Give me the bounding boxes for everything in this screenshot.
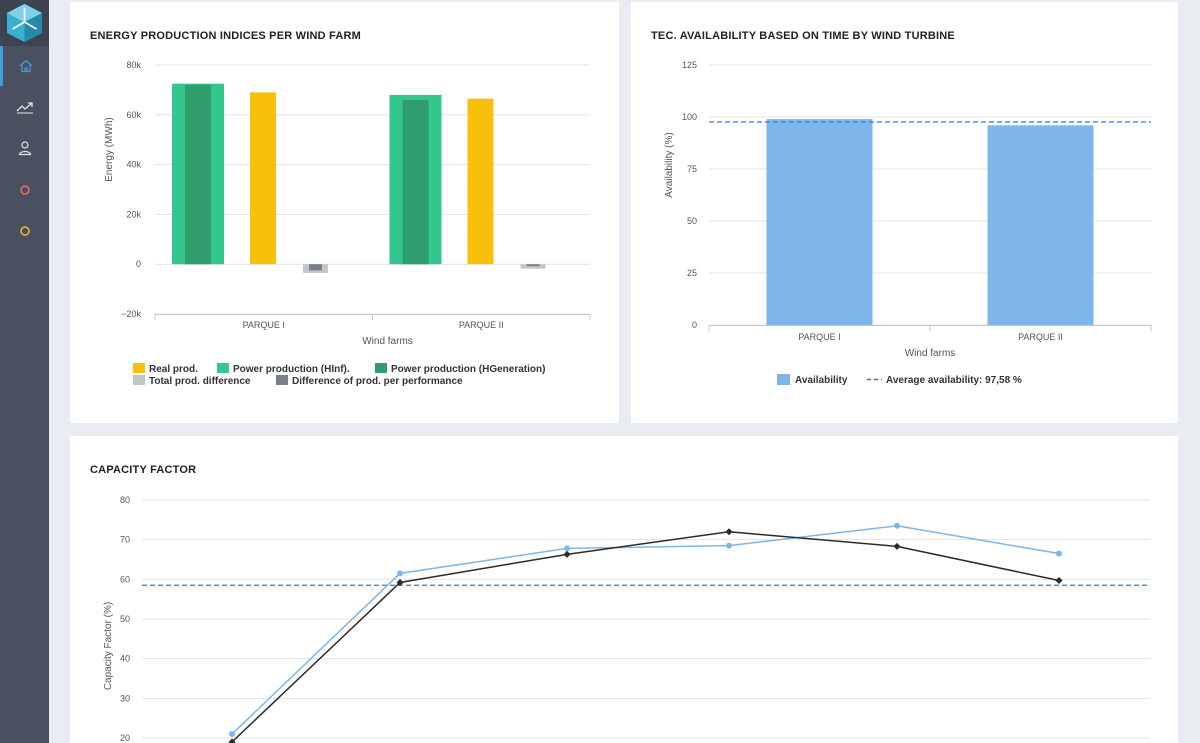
legend-swatch <box>777 374 790 385</box>
y-axis-label: Energy (MWh) <box>104 117 115 181</box>
bar-power-production-hgeneration- <box>185 84 211 265</box>
legend-label: Real prod. <box>149 364 198 375</box>
y-tick-label: 25 <box>687 268 697 278</box>
y-tick-label: 20 <box>120 733 130 743</box>
user-icon <box>18 141 31 156</box>
energy-chart-title: ENERGY PRODUCTION INDICES PER WIND FARM <box>90 30 362 42</box>
y-tick-label: 125 <box>682 60 697 70</box>
series-line <box>231 530 1060 743</box>
x-tick-label: PARQUE I <box>243 320 285 330</box>
y-tick-label: 0 <box>692 320 697 330</box>
bar-real-prod- <box>467 98 494 265</box>
bar-difference-of-prod-per-performance <box>526 264 540 267</box>
y-tick-label: −20k <box>121 309 141 319</box>
bar-availability <box>766 119 873 325</box>
availability-chart-title: TEC. AVAILABILITY BASED ON TIME BY WIND … <box>651 30 955 42</box>
legend-label: Average availability: 97,58 % <box>886 375 1022 386</box>
y-tick-label: 50 <box>687 216 697 226</box>
y-tick-label: 20k <box>126 209 141 219</box>
sidebar <box>0 0 49 743</box>
series-point <box>397 570 403 577</box>
bar-power-production-hgeneration- <box>402 99 429 265</box>
series-point <box>725 528 733 536</box>
y-tick-label: 60k <box>126 110 141 120</box>
y-tick-label: 75 <box>687 164 697 174</box>
series-point <box>564 545 570 552</box>
legend-swatch <box>375 363 387 373</box>
series-point <box>893 542 901 550</box>
capacity-chart-title: CAPACITY FACTOR <box>90 464 197 476</box>
capacity-factor-card: CAPACITY FACTOR 80 70 60 50 40 30 20 Capacity F… <box>70 436 1178 743</box>
legend-label: Availability <box>795 375 848 386</box>
energy-bar-chart: 80k 60k 40k 20k 0 −20k Energy (MWh) Wind farms P… <box>104 60 591 387</box>
x-tick-label: PARQUE I <box>798 332 840 342</box>
home-icon <box>19 59 33 73</box>
series-point <box>563 550 571 558</box>
y-tick-label: 80 <box>120 495 130 505</box>
legend-label: Power production (HGeneration) <box>391 364 545 375</box>
nav-item-home[interactable] <box>0 46 49 86</box>
series-point <box>894 522 900 529</box>
chart-trend-icon <box>16 102 33 114</box>
legend-label: Power production (HInf). <box>233 364 350 375</box>
y-tick-label: 40k <box>126 160 141 170</box>
legend-swatch <box>133 375 145 385</box>
nav-item-status-red[interactable] <box>0 170 49 210</box>
x-axis-label: Wind farms <box>362 336 413 347</box>
series-point <box>229 731 235 738</box>
x-tick-label: PARQUE II <box>1018 332 1063 342</box>
bar-total-prod-difference <box>520 264 546 269</box>
x-axis-label: Wind farms <box>905 348 956 359</box>
x-tick-label: PARQUE II <box>459 320 504 330</box>
y-tick-label: 0 <box>136 259 141 269</box>
nav-item-status-yellow[interactable] <box>0 211 49 251</box>
y-tick-label: 70 <box>120 535 130 545</box>
legend-swatch <box>133 363 145 373</box>
availability-card: TEC. AVAILABILITY BASED ON TIME BY WIND … <box>631 2 1178 423</box>
nav-item-user[interactable] <box>0 128 49 168</box>
app-logo[interactable] <box>0 0 49 46</box>
y-axis-label: Availability (%) <box>664 132 675 197</box>
y-tick-label: 60 <box>120 574 130 584</box>
nav-item-analytics[interactable] <box>0 87 49 127</box>
legend-label: Total prod. difference <box>149 376 251 387</box>
legend-swatch <box>217 363 229 373</box>
circle-icon <box>19 226 30 236</box>
capacity-line-chart: 80 70 60 50 40 30 20 Capacity Factor (%) <box>103 495 1150 743</box>
y-tick-label: 80k <box>126 60 141 70</box>
cube-logo-icon <box>7 4 42 42</box>
y-tick-label: 40 <box>120 654 130 664</box>
circle-icon <box>19 185 30 195</box>
series-point <box>228 738 236 743</box>
energy-production-card: ENERGY PRODUCTION INDICES PER WIND FARM … <box>70 2 619 423</box>
legend-swatch <box>276 375 288 385</box>
y-tick-label: 30 <box>120 693 130 703</box>
availability-bar-chart: 125 100 75 50 25 0 Availability (%) Wind farms P… <box>664 60 1152 386</box>
legend-label: Difference of prod. per performance <box>292 376 463 387</box>
bar-real-prod- <box>250 92 276 265</box>
series-point <box>726 542 732 549</box>
bar-difference-of-prod-per-performance <box>309 264 322 271</box>
series-point <box>396 579 404 587</box>
series-point <box>1055 577 1063 585</box>
bar-availability <box>987 125 1094 325</box>
y-tick-label: 100 <box>682 112 697 122</box>
series-line <box>231 525 1060 735</box>
series-point <box>1056 550 1062 557</box>
y-tick-label: 50 <box>120 614 130 624</box>
y-axis-label: Capacity Factor (%) <box>103 602 114 690</box>
